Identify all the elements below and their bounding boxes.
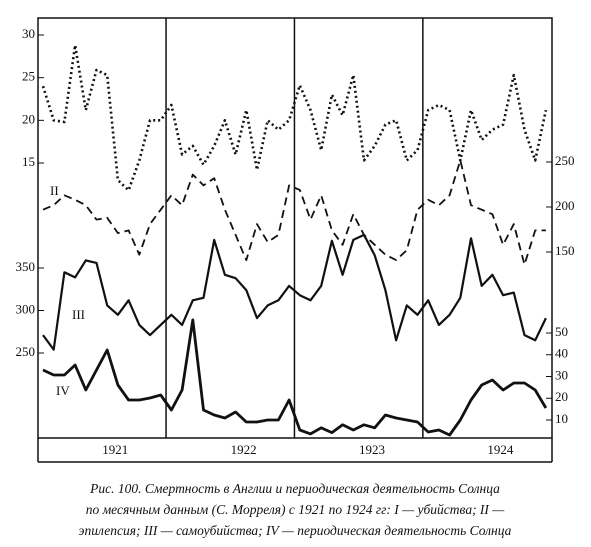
series-label: IV <box>56 383 70 398</box>
y-tick-label: 30 <box>22 26 35 41</box>
series-label: III <box>72 307 85 322</box>
y-tick-label: 150 <box>555 243 575 258</box>
y-tick-label: 350 <box>16 259 36 274</box>
series-label: II <box>50 183 59 198</box>
y-tick-label: 250 <box>555 153 575 168</box>
caption: Рис. 100. Смертность в Англии и периодич… <box>89 481 500 496</box>
x-tick-label: 1923 <box>359 442 385 457</box>
y-tick-label: 30 <box>555 367 568 382</box>
caption: по месячным данным (С. Морреля) с 1921 п… <box>86 502 506 517</box>
y-tick-label: 200 <box>555 198 575 213</box>
y-tick-label: 20 <box>22 111 35 126</box>
y-tick-label: 20 <box>555 389 568 404</box>
x-tick-label: 1924 <box>487 442 514 457</box>
series-line <box>42 318 548 437</box>
series-line <box>42 233 547 351</box>
y-tick-label: 25 <box>22 69 35 84</box>
y-tick-label: 250 <box>16 344 36 359</box>
y-tick-label: 40 <box>555 346 568 361</box>
x-tick-label: 1921 <box>102 442 128 457</box>
x-tick-label: 1922 <box>231 442 257 457</box>
y-tick-label: 10 <box>555 411 568 426</box>
caption: эпилепсия; III — самоубийства; IV — пери… <box>79 523 512 538</box>
series-line <box>42 159 546 266</box>
y-tick-label: 15 <box>22 154 35 169</box>
series-line <box>41 43 548 192</box>
y-tick-label: 50 <box>555 324 568 339</box>
y-tick-label: 300 <box>16 301 36 316</box>
